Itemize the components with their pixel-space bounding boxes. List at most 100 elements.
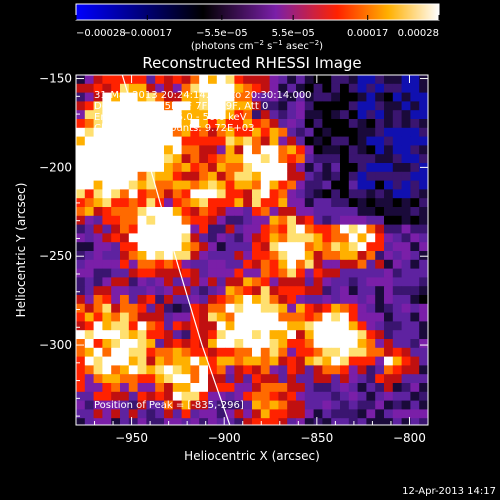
- heatmap-cell: [252, 92, 262, 102]
- heatmap-cell: [181, 180, 191, 190]
- heatmap-cell: [313, 409, 323, 419]
- heatmap-cell: [216, 383, 226, 393]
- heatmap-cell: [392, 347, 402, 357]
- heatmap-cell: [260, 330, 270, 340]
- heatmap-cell: [269, 75, 279, 85]
- heatmap-cell: [111, 409, 121, 419]
- heatmap-cell: [304, 295, 314, 305]
- heatmap-cell: [102, 215, 112, 225]
- heatmap-cell: [208, 347, 218, 357]
- heatmap-cell: [172, 383, 182, 393]
- heatmap-cell: [384, 383, 394, 393]
- heatmap-cell: [243, 409, 253, 419]
- heatmap-cell: [287, 101, 297, 111]
- heatmap-cell: [76, 339, 86, 349]
- heatmap-cell: [269, 268, 279, 278]
- heatmap-cell: [225, 154, 235, 164]
- heatmap-cell: [234, 233, 244, 243]
- heatmap-cell: [269, 347, 279, 357]
- heatmap-cell: [410, 83, 420, 93]
- heatmap-cell: [155, 75, 165, 85]
- heatmap-cell: [76, 215, 86, 225]
- heatmap-cell: [181, 242, 191, 252]
- heatmap-cell: [120, 119, 130, 129]
- heatmap-cell: [278, 365, 288, 375]
- heatmap-cell: [340, 286, 350, 296]
- heatmap-cell: [76, 321, 86, 331]
- heatmap-cell: [401, 374, 411, 384]
- heatmap-cell: [410, 409, 420, 419]
- heatmap-cell: [260, 374, 270, 384]
- heatmap-cell: [252, 277, 262, 287]
- heatmap-cell: [392, 215, 402, 225]
- heatmap-cell: [199, 321, 209, 331]
- heatmap-cell: [322, 242, 332, 252]
- heatmap-cell: [278, 207, 288, 217]
- heatmap-cell: [287, 400, 297, 410]
- heatmap-cell: [313, 268, 323, 278]
- heatmap-cell: [419, 330, 428, 340]
- heatmap-cell: [322, 189, 332, 199]
- heatmap-cell: [208, 383, 218, 393]
- heatmap-cell: [269, 330, 279, 340]
- heatmap-cell: [287, 321, 297, 331]
- heatmap-cell: [234, 303, 244, 313]
- heatmap-cell: [304, 110, 314, 120]
- heatmap-cell: [243, 198, 253, 208]
- heatmap-cell: [340, 418, 350, 425]
- heatmap-cell: [128, 400, 138, 410]
- heatmap-cell: [278, 277, 288, 287]
- heatmap-cell: [392, 286, 402, 296]
- heatmap-cell: [137, 321, 147, 331]
- heatmap-cell: [296, 180, 306, 190]
- heatmap-cell: [357, 136, 367, 146]
- heatmap-cell: [225, 198, 235, 208]
- heatmap-cell: [419, 400, 428, 410]
- heatmap-cell: [225, 215, 235, 225]
- heatmap-cell: [146, 242, 156, 252]
- heatmap-cell: [313, 330, 323, 340]
- heatmap-cell: [357, 339, 367, 349]
- heatmap-cell: [102, 295, 112, 305]
- heatmap-cell: [322, 215, 332, 225]
- heatmap-cell: [120, 224, 130, 234]
- heatmap-cell: [410, 101, 420, 111]
- heatmap-cell: [243, 163, 253, 173]
- heatmap-cell: [348, 189, 358, 199]
- heatmap-cell: [146, 92, 156, 102]
- heatmap-cell: [84, 163, 94, 173]
- heatmap-cell: [278, 119, 288, 129]
- annotation-total-counts: Clean Total counts: 9.72E+03: [94, 123, 254, 134]
- heatmap-cell: [340, 92, 350, 102]
- heatmap-cell: [181, 400, 191, 410]
- heatmap-cell: [102, 347, 112, 357]
- heatmap-cell: [128, 224, 138, 234]
- heatmap-cell: [199, 198, 209, 208]
- heatmap-cell: [76, 154, 86, 164]
- heatmap-cell: [181, 136, 191, 146]
- heatmap-cell: [120, 409, 130, 419]
- heatmap-cell: [164, 347, 174, 357]
- heatmap-cell: [366, 171, 376, 181]
- heatmap-cell: [348, 127, 358, 137]
- heatmap-cell: [260, 233, 270, 243]
- heatmap-cell: [155, 189, 165, 199]
- heatmap-cell: [366, 251, 376, 261]
- heatmap-cell: [401, 224, 411, 234]
- heatmap-cell: [111, 145, 121, 155]
- heatmap-cell: [375, 180, 385, 190]
- heatmap-cell: [296, 321, 306, 331]
- heatmap-cell: [76, 224, 86, 234]
- heatmap-cell: [357, 409, 367, 419]
- heatmap-cell: [410, 198, 420, 208]
- heatmap-cell: [252, 268, 262, 278]
- heatmap-cell: [348, 180, 358, 190]
- heatmap-cell: [419, 391, 428, 401]
- heatmap-cell: [76, 268, 86, 278]
- heatmap-cell: [225, 303, 235, 313]
- x-axis: −950 −900 −850 −800: [94, 75, 429, 445]
- heatmap-cell: [348, 110, 358, 120]
- heatmap-cell: [137, 154, 147, 164]
- heatmap-cell: [357, 400, 367, 410]
- heatmap-cell: [84, 286, 94, 296]
